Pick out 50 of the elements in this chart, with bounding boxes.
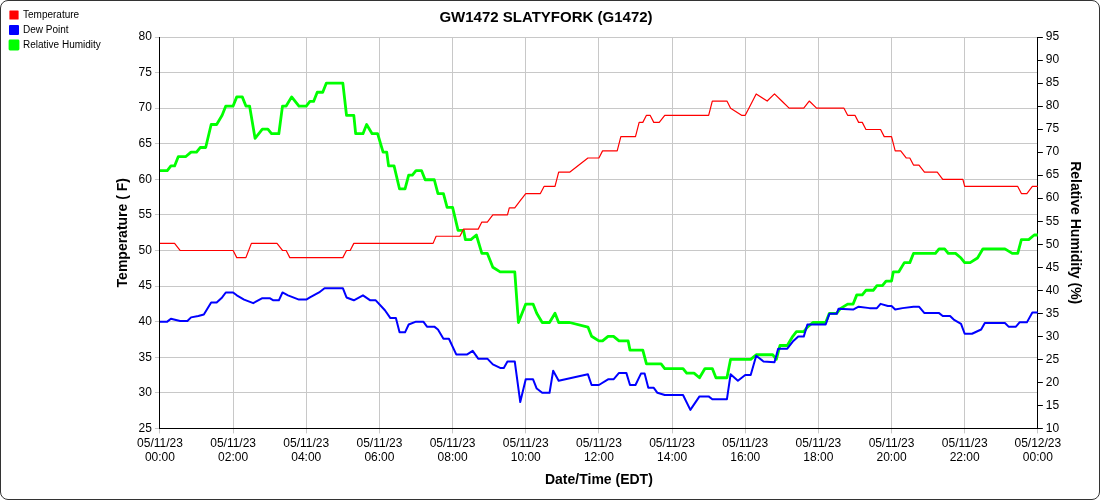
y-tick-label: 35 [138, 349, 153, 364]
x-tick-label: 05/11/23 04:00 [283, 435, 330, 465]
y2-tick-label: 80 [1045, 98, 1060, 113]
x-tick-label: 05/11/23 10:00 [502, 435, 549, 465]
y2-tick-label: 75 [1045, 121, 1060, 136]
legend-label: Dew Point [23, 23, 69, 35]
y-tick-label: 75 [138, 64, 153, 79]
x-tick-label: 05/11/23 12:00 [575, 435, 623, 465]
y-axis-title: Temperature ( F) [114, 177, 131, 288]
x-tick-label: 05/11/23 06:00 [356, 435, 403, 465]
y2-tick-label: 85 [1045, 75, 1060, 90]
y2-tick-label: 65 [1045, 167, 1060, 182]
y2-tick-label: 45 [1045, 259, 1060, 274]
y2-tick-label: 35 [1045, 305, 1060, 320]
x-tick-label: 05/11/23 02:00 [210, 435, 257, 465]
x-tick-label: 05/11/23 14:00 [649, 435, 696, 465]
x-tick-label: 05/11/23 18:00 [795, 435, 842, 465]
y-tick-label: 30 [138, 385, 153, 400]
y2-axis-title: Relative Humidity (%) [1067, 161, 1084, 305]
y-tick-label: 40 [138, 313, 153, 328]
y2-tick-label: 90 [1045, 52, 1060, 67]
y-tick-label: 50 [138, 242, 153, 257]
x-tick-label: 05/12/23 00:00 [1014, 435, 1062, 465]
x-tick-label: 05/11/23 16:00 [722, 435, 769, 465]
y-tick-label: 65 [138, 136, 153, 151]
x-axis-title: Date/Time (EDT) [544, 471, 653, 488]
y2-tick-label: 60 [1045, 190, 1060, 205]
y-tick-label: 55 [138, 207, 153, 222]
y2-tick-label: 15 [1045, 397, 1060, 412]
y-tick-label: 60 [138, 171, 153, 186]
y-tick-label: 80 [138, 29, 153, 44]
y2-tick-label: 10 [1045, 420, 1060, 435]
y-tick-label: 45 [138, 278, 153, 293]
y2-tick-label: 25 [1045, 351, 1060, 366]
legend-label: Temperature [23, 8, 80, 20]
y2-tick-label: 20 [1045, 374, 1060, 389]
y2-tick-label: 95 [1045, 29, 1060, 44]
y2-tick-label: 55 [1045, 213, 1060, 228]
x-tick-label: 05/11/23 20:00 [868, 435, 915, 465]
y-tick-label: 70 [138, 100, 153, 115]
y2-tick-label: 40 [1045, 282, 1060, 297]
y-tick-label: 25 [138, 420, 153, 435]
legend-label: Relative Humidity [23, 38, 101, 50]
chart-title: GW1472 SLATYFORK (G1472) [439, 8, 653, 26]
y2-tick-label: 30 [1045, 328, 1060, 343]
y2-tick-label: 70 [1045, 144, 1060, 159]
x-tick-label: 05/11/23 08:00 [429, 435, 476, 465]
x-tick-label: 05/11/23 00:00 [137, 435, 184, 465]
x-tick-label: 05/11/23 22:00 [941, 435, 988, 465]
y2-tick-label: 50 [1045, 236, 1060, 251]
